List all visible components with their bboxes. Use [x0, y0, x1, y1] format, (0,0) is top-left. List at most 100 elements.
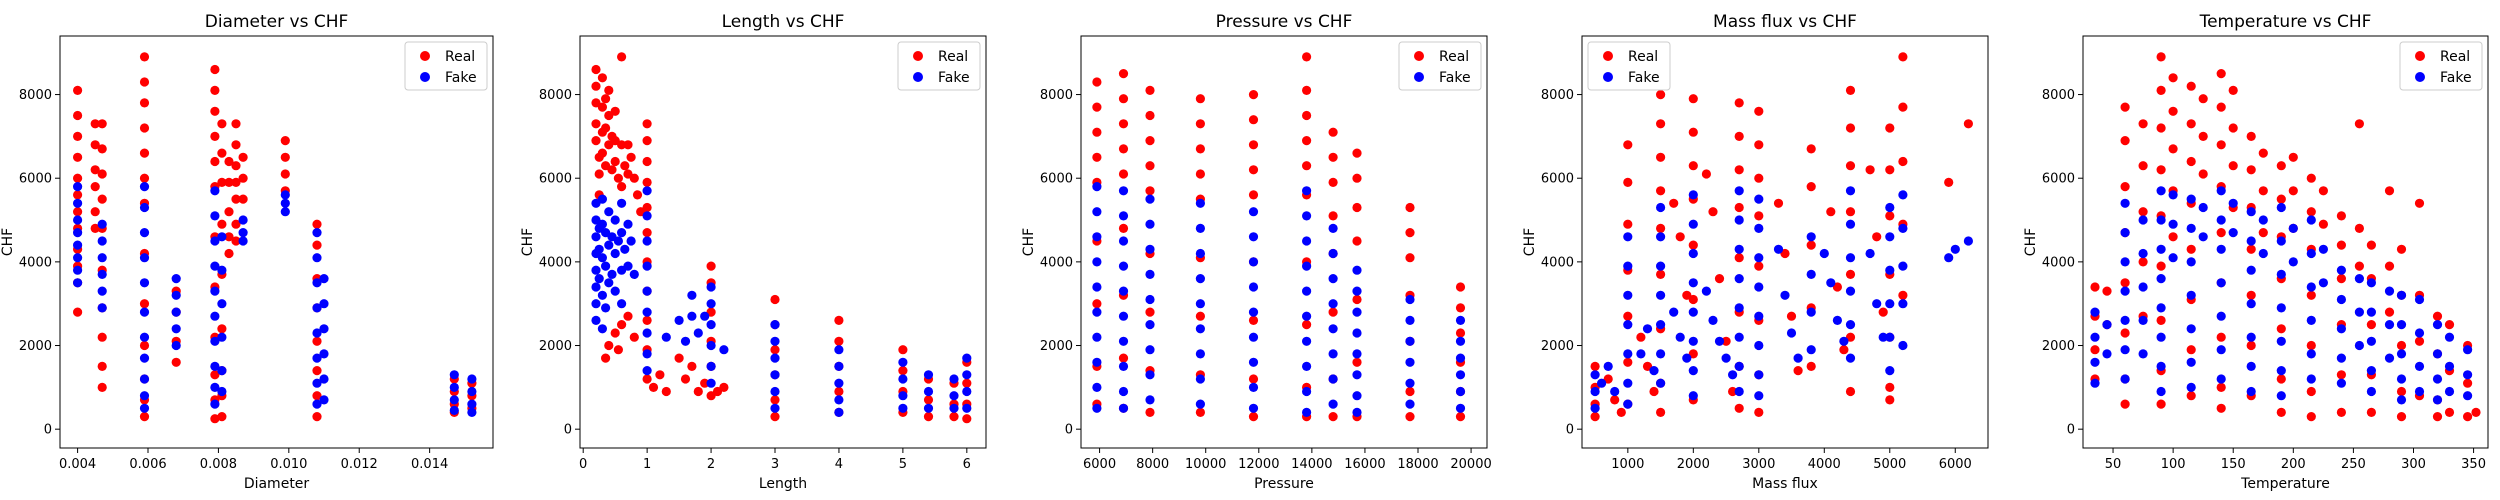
x-tick-label: 300 [2401, 457, 2426, 472]
real-point [642, 177, 652, 187]
fake-point [923, 370, 934, 380]
real-point [1865, 165, 1875, 175]
real-point [2168, 106, 2178, 116]
y-tick-label: 0 [564, 423, 572, 438]
fake-point [2366, 278, 2376, 288]
fake-point [1145, 320, 1155, 330]
real-point [1092, 152, 1102, 162]
fake-point [620, 244, 630, 254]
real-point [2288, 152, 2298, 162]
fake-point [139, 202, 150, 213]
fake-point [1832, 315, 1842, 325]
real-point [2216, 69, 2226, 79]
fake-point [1898, 340, 1908, 351]
x-tick-label: 16000 [1344, 457, 1385, 472]
x-tick-label: 50 [2105, 457, 2122, 472]
real-point [1688, 161, 1698, 171]
real-point [1248, 165, 1259, 175]
legend-marker-real [1603, 51, 1613, 61]
fake-point [1302, 261, 1312, 271]
fake-point [1688, 190, 1698, 200]
real-point [97, 332, 107, 342]
real-point [597, 148, 608, 158]
x-tick-label: 5000 [1873, 457, 1906, 472]
fake-point [597, 290, 608, 300]
real-point [2228, 123, 2238, 133]
real-point [1734, 98, 1744, 108]
fake-point [2216, 186, 2226, 196]
real-point [1885, 123, 1895, 133]
fake-point [1302, 311, 1312, 321]
real-point [1656, 90, 1666, 100]
fake-point [467, 407, 477, 417]
real-point [2216, 403, 2226, 413]
fake-point [834, 407, 844, 417]
real-point [1092, 77, 1102, 87]
real-point [1405, 253, 1415, 263]
real-point [1656, 186, 1666, 196]
x-tick-label: 250 [2341, 457, 2366, 472]
real-point [2138, 207, 2148, 217]
fake-point [1352, 391, 1362, 401]
real-point [139, 52, 150, 62]
real-point [2258, 228, 2268, 238]
fake-point [1092, 207, 1102, 217]
fake-point [2276, 236, 2286, 246]
real-point [1845, 85, 1856, 95]
fake-point [898, 374, 908, 384]
y-tick-label: 2000 [1040, 339, 1073, 354]
fake-point [1145, 370, 1155, 380]
fake-point [1145, 219, 1155, 229]
fake-point [171, 274, 181, 284]
real-point [613, 173, 624, 183]
y-tick-label: 6000 [1541, 172, 1574, 187]
x-tick-label: 18000 [1397, 457, 1438, 472]
fake-point [2276, 391, 2286, 401]
chart-title: Diameter vs CHF [205, 12, 349, 32]
y-axis-label: CHF [520, 228, 536, 256]
fake-point [623, 261, 633, 271]
real-point [73, 190, 83, 200]
real-point [2246, 290, 2256, 300]
fake-point [1328, 274, 1338, 284]
real-point [2186, 345, 2196, 355]
fake-point [1898, 261, 1908, 271]
fake-point [171, 307, 181, 317]
real-point [2186, 156, 2196, 167]
legend-label-fake: Fake [1439, 70, 1471, 86]
real-point [1963, 119, 1973, 129]
x-tick-label: 4000 [1808, 457, 1841, 472]
real-point [1248, 140, 1259, 150]
fake-point [217, 386, 227, 397]
chart-title: Mass flux vs CHF [1713, 12, 1857, 32]
real-point [2276, 194, 2286, 204]
fake-point [1092, 382, 1102, 392]
real-point [923, 412, 934, 422]
real-point [1302, 320, 1312, 330]
real-point [1455, 303, 1466, 313]
real-point [594, 169, 604, 179]
real-point [1806, 361, 1816, 371]
fake-point [1455, 336, 1466, 346]
y-tick-label: 8000 [2042, 88, 2075, 103]
legend-label-real: Real [1439, 49, 1469, 65]
real-point [312, 412, 322, 422]
fake-point [2354, 340, 2364, 351]
fake-point [73, 228, 83, 238]
fake-point [1302, 236, 1312, 246]
fake-point [949, 374, 959, 384]
real-point [1195, 407, 1205, 417]
real-point [1302, 161, 1312, 171]
fake-point [2444, 361, 2455, 371]
real-point [2432, 412, 2443, 422]
fake-point [1845, 286, 1856, 296]
real-point [97, 119, 107, 129]
real-point [210, 370, 220, 380]
real-point [1118, 169, 1129, 179]
real-point [1118, 144, 1129, 154]
real-point [1845, 161, 1856, 171]
fake-point [1328, 324, 1338, 334]
real-point [629, 173, 639, 183]
fake-point [1754, 282, 1764, 292]
y-tick-label: 0 [1065, 423, 1073, 438]
